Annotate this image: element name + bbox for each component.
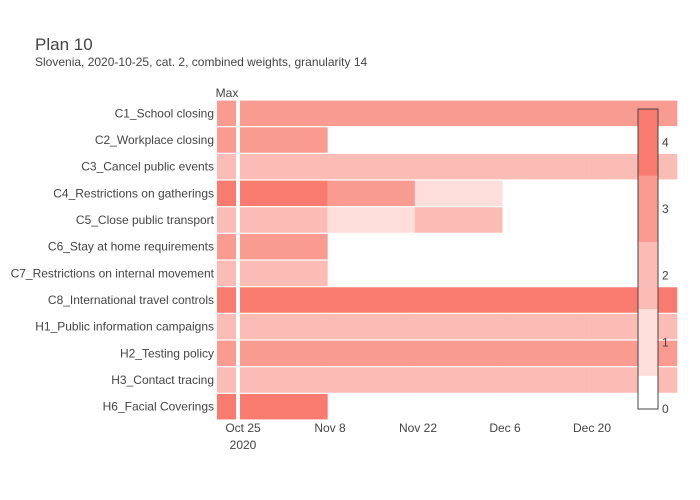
max-cell — [217, 100, 236, 127]
heatmap-cell — [240, 313, 328, 340]
heatmap-cell — [240, 340, 328, 367]
colorbar-band — [638, 109, 658, 176]
heatmap-cell — [502, 153, 590, 180]
heatmap-cell — [327, 153, 416, 180]
row-label: C4_Restrictions on gatherings — [53, 186, 214, 200]
colorbar-tick-label: 0 — [662, 402, 669, 416]
colorbar-tick-label: 2 — [662, 269, 669, 283]
heatmap-cell — [327, 180, 416, 207]
heatmap-cell — [414, 287, 503, 313]
heatmap-cell — [240, 233, 328, 260]
x-tick-label: Nov 22 — [399, 421, 437, 435]
heatmap-cell — [240, 127, 328, 153]
heatmap-cell — [240, 367, 328, 393]
heatmap-cell — [589, 340, 678, 367]
heatmap-cells — [217, 100, 678, 420]
row-label: C6_Stay at home requirements — [48, 240, 214, 254]
heatmap-cell — [414, 340, 503, 367]
max-cell — [217, 207, 236, 233]
colorbar-outline — [637, 108, 659, 410]
max-cell — [217, 313, 236, 340]
row-label: H6_Facial Coverings — [103, 400, 214, 414]
heatmap-cell — [502, 367, 590, 393]
row-label: C1_School closing — [115, 106, 214, 120]
heatmap-cell — [240, 287, 328, 313]
heatmap-cell — [327, 100, 416, 127]
heatmap-cell — [589, 100, 678, 127]
heatmap-cell — [327, 313, 416, 340]
heatmap-cell — [589, 367, 678, 393]
colorbar-band — [638, 375, 658, 409]
colorbar-tick-label: 3 — [662, 202, 669, 216]
colorbar: 0 1 2 3 4 — [637, 108, 669, 416]
heatmap-cell — [589, 313, 678, 340]
colorbar-tick-label: 1 — [662, 335, 669, 349]
heatmap-cell — [589, 153, 678, 180]
heatmap-cell — [502, 100, 590, 127]
chart-subtitle: Slovenia, 2020-10-25, cat. 2, combined w… — [35, 55, 368, 69]
x-tick-label: Nov 8 — [314, 421, 346, 435]
heatmap-cell — [240, 153, 328, 180]
heatmap-cell — [414, 367, 503, 393]
heatmap-cell — [589, 287, 678, 313]
heatmap-cell — [414, 180, 503, 207]
heatmap-cell — [502, 287, 590, 313]
max-cell — [217, 180, 236, 207]
max-column-label: Max — [216, 86, 239, 100]
row-label: C2_Workplace closing — [95, 133, 214, 147]
heatmap-cell — [240, 207, 328, 233]
row-label: C8_International travel controls — [48, 293, 214, 307]
heatmap-cell — [240, 260, 328, 287]
row-label: C3_Cancel public events — [81, 160, 214, 174]
heatmap-cell — [414, 313, 503, 340]
max-cell — [217, 367, 236, 393]
row-label: H2_Testing policy — [120, 346, 214, 360]
max-cell — [217, 287, 236, 313]
chart-title: Plan 10 — [35, 35, 93, 54]
max-cell — [217, 153, 236, 180]
heatmap-cell — [414, 100, 503, 127]
max-cell — [217, 393, 236, 420]
heatmap-cell — [502, 313, 590, 340]
x-tick-label: Oct 25 — [225, 421, 261, 435]
heatmap-cell — [240, 100, 328, 127]
max-cell — [217, 340, 236, 367]
heatmap-cell — [240, 393, 328, 420]
row-labels: C1_School closing C2_Workplace closing C3_… — [11, 106, 215, 413]
x-axis: Oct 25 Nov 8 Nov 22 Dec 6 Dec 20 — [225, 421, 611, 435]
colorbar-band — [638, 242, 658, 309]
heatmap-cell — [327, 287, 416, 313]
heatmap-cell — [240, 180, 328, 207]
row-label: H3_Contact tracing — [111, 373, 214, 387]
colorbar-band — [638, 175, 658, 243]
x-axis-year-label: 2020 — [230, 438, 257, 452]
heatmap-cell — [327, 340, 416, 367]
heatmap-cell — [414, 153, 503, 180]
heatmap-cell — [414, 207, 503, 233]
colorbar-band — [638, 309, 658, 376]
row-label: C5_Close public transport — [76, 213, 215, 227]
max-cell — [217, 233, 236, 260]
row-label: C7_Restrictions on internal movement — [11, 266, 215, 280]
max-cell — [217, 127, 236, 153]
max-cell — [217, 260, 236, 287]
heatmap-cell — [327, 367, 416, 393]
heatmap-cell — [502, 340, 590, 367]
heatmap-cell — [327, 207, 416, 233]
row-label: H1_Public information campaigns — [35, 320, 214, 334]
colorbar-tick-label: 4 — [662, 135, 669, 149]
x-tick-label: Dec 6 — [489, 421, 521, 435]
x-tick-label: Dec 20 — [573, 421, 611, 435]
